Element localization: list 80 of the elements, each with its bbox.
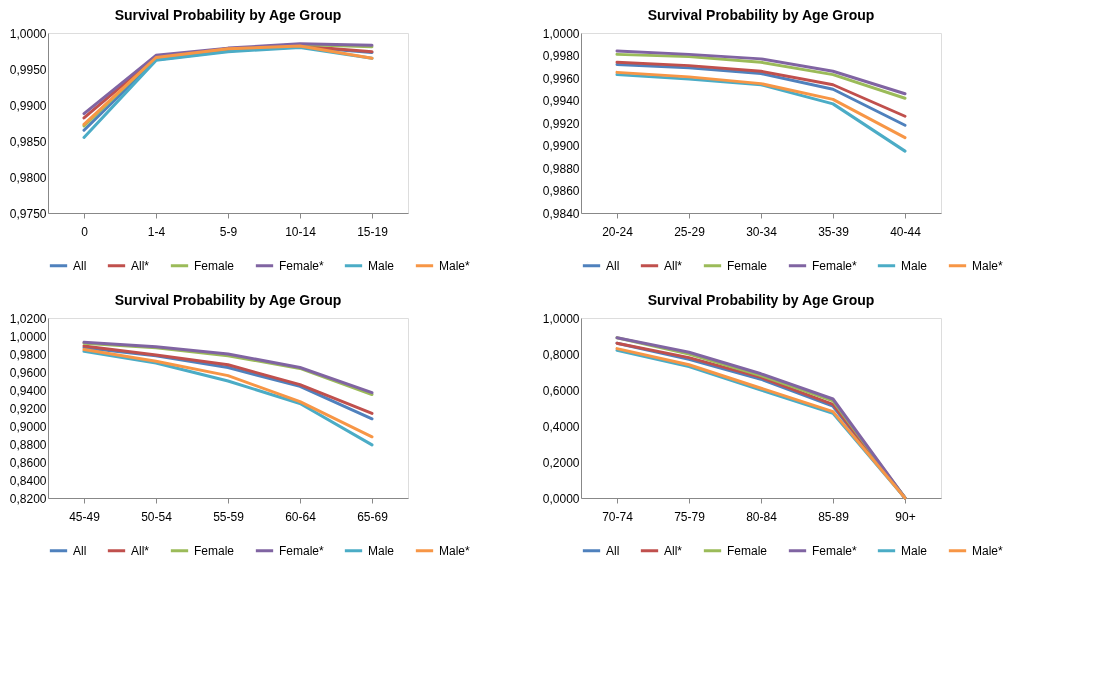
y-tick-label: 0,9880 (542, 161, 580, 176)
legend-label: Male* (439, 543, 471, 558)
y-tick-label: 0,9940 (542, 94, 580, 108)
y-tick-label: 0,9850 (9, 134, 47, 149)
y-tick-label: 0,9800 (9, 347, 47, 362)
y-tick-label: 0,9960 (542, 71, 580, 86)
x-tick-label: 80-84 (746, 509, 778, 524)
x-tick-label: 90+ (895, 509, 916, 524)
y-tick-label: 1,0000 (542, 26, 580, 41)
chart-title: Survival Probability by Age Group (647, 292, 875, 308)
x-tick-label: 75-79 (674, 509, 706, 524)
x-tick-label: 30-34 (746, 224, 778, 239)
y-tick-label: 0,8800 (9, 437, 47, 452)
x-tick-label: 15-19 (357, 224, 389, 239)
y-tick-label: 0,9400 (9, 383, 47, 398)
legend-label: Male (368, 543, 395, 558)
y-tick-label: 0,9980 (542, 49, 580, 63)
y-tick-label: 0,9920 (542, 116, 580, 131)
legend-label: Female* (812, 258, 858, 273)
legend-label: All (73, 258, 87, 273)
legend-label: All (73, 543, 87, 558)
y-tick-label: 0,9000 (9, 419, 47, 434)
legend-label: Male (901, 258, 928, 273)
legend-label: Male* (972, 258, 1004, 273)
legend-label: Female* (812, 543, 858, 558)
x-tick-label: 1-4 (147, 224, 166, 239)
y-tick-label: 1,0000 (542, 311, 580, 326)
legend-label: Female* (279, 258, 325, 273)
y-tick-label: 0,0000 (542, 491, 580, 506)
x-tick-label: 60-64 (285, 509, 317, 524)
x-tick-label: 65-69 (357, 509, 389, 524)
x-tick-label: 70-74 (602, 509, 634, 524)
x-tick-label: 5-9 (219, 224, 238, 239)
x-tick-label: 45-49 (69, 509, 101, 524)
legend-label: Male (901, 543, 928, 558)
x-tick-label: 25-29 (674, 224, 706, 239)
legend-label: Female (194, 258, 235, 273)
y-tick-label: 0,9860 (542, 184, 580, 198)
y-tick-label: 0,9840 (542, 206, 580, 221)
x-tick-label: 0 (81, 224, 89, 239)
x-tick-label: 85-89 (818, 509, 850, 524)
y-tick-label: 0,9200 (9, 401, 47, 416)
y-tick-label: 0,2000 (542, 455, 580, 470)
y-tick-label: 0,9600 (9, 365, 47, 380)
legend-label: All (606, 258, 620, 273)
x-tick-label: 20-24 (602, 224, 634, 239)
legend-label: All* (664, 543, 683, 558)
legend-label: Female (194, 543, 235, 558)
legend-label: Female* (279, 543, 325, 558)
legend-label: Female (727, 258, 768, 273)
y-tick-label: 0,9750 (9, 206, 47, 221)
x-tick-label: 10-14 (285, 224, 317, 239)
y-tick-label: 1,0200 (9, 311, 47, 326)
legend-label: Male (368, 258, 395, 273)
y-tick-label: 0,9900 (542, 139, 580, 153)
x-tick-label: 55-59 (213, 509, 245, 524)
chart-title: Survival Probability by Age Group (114, 7, 342, 23)
y-tick-label: 0,8600 (9, 455, 47, 470)
y-tick-label: 0,8000 (542, 347, 580, 362)
x-tick-label: 50-54 (141, 509, 173, 524)
y-tick-label: 0,4000 (542, 419, 580, 434)
y-tick-label: 0,9900 (9, 98, 47, 113)
y-tick-label: 0,9950 (9, 62, 47, 77)
chart-title: Survival Probability by Age Group (647, 7, 875, 23)
y-tick-label: 0,9800 (9, 170, 47, 185)
y-tick-label: 1,0000 (9, 26, 47, 41)
y-tick-label: 1,0000 (9, 329, 47, 344)
legend-label: All* (664, 258, 683, 273)
legend-label: Male* (439, 258, 471, 273)
legend-label: All (606, 543, 620, 558)
chart-title: Survival Probability by Age Group (114, 292, 342, 308)
legend-label: All* (131, 258, 150, 273)
y-tick-label: 0,8400 (9, 473, 47, 488)
y-tick-label: 0,8200 (9, 491, 47, 506)
legend-label: All* (131, 543, 150, 558)
legend-label: Male* (972, 543, 1004, 558)
legend-label: Female (727, 543, 768, 558)
y-tick-label: 0,6000 (542, 383, 580, 398)
x-tick-label: 35-39 (818, 224, 850, 239)
x-tick-label: 40-44 (890, 224, 922, 239)
